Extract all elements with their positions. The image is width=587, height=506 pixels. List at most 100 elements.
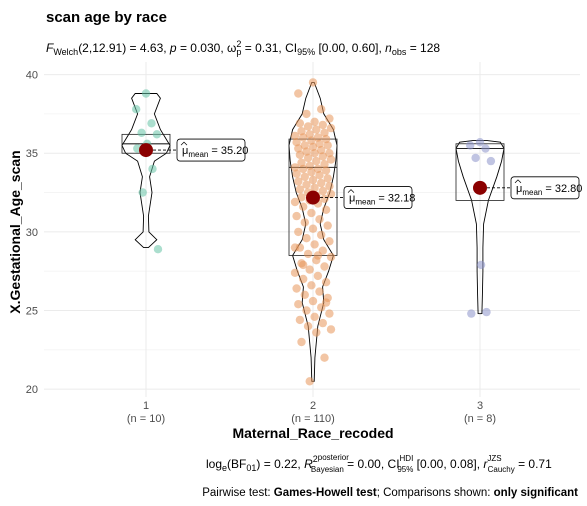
data-point bbox=[305, 130, 314, 139]
data-point bbox=[305, 161, 314, 170]
y-axis-title: X.Gestational_Age_scan bbox=[7, 150, 23, 313]
data-point bbox=[299, 164, 308, 174]
data-point bbox=[303, 322, 313, 331]
data-point bbox=[317, 105, 326, 114]
data-point bbox=[318, 152, 327, 161]
n-label: (n = 8) bbox=[464, 413, 496, 425]
data-point bbox=[307, 167, 316, 177]
data-point bbox=[325, 149, 334, 158]
data-point bbox=[321, 278, 331, 287]
y-tick-label: 30 bbox=[26, 227, 38, 239]
data-point bbox=[467, 309, 476, 318]
data-point bbox=[290, 197, 300, 207]
data-point bbox=[321, 166, 331, 175]
data-point bbox=[308, 142, 318, 152]
bayes-stats: loge(BF01) = 0.22, R2posterior Bayesian =… bbox=[206, 453, 552, 474]
data-point bbox=[290, 131, 300, 141]
data-point bbox=[325, 309, 334, 318]
data-point bbox=[302, 109, 311, 119]
data-point bbox=[318, 120, 327, 130]
n-label: (n = 110) bbox=[291, 413, 335, 425]
data-point bbox=[326, 123, 336, 133]
data-point bbox=[482, 307, 491, 317]
data-point bbox=[325, 114, 334, 123]
n-label: (n = 10) bbox=[127, 413, 165, 425]
data-point bbox=[310, 312, 319, 321]
data-point bbox=[312, 125, 321, 134]
data-point bbox=[300, 172, 309, 181]
data-point bbox=[297, 127, 306, 136]
data-point bbox=[292, 284, 301, 293]
data-point bbox=[317, 230, 326, 240]
data-point bbox=[326, 155, 336, 164]
hat-icon bbox=[514, 179, 522, 184]
data-point bbox=[481, 144, 490, 153]
data-point bbox=[295, 185, 305, 194]
data-point bbox=[475, 138, 485, 147]
data-point bbox=[147, 119, 156, 128]
data-point bbox=[303, 153, 313, 163]
hat-icon bbox=[347, 189, 355, 193]
x-axis: 1(n = 10) 2(n = 110) 3(n = 8) bbox=[127, 400, 496, 425]
data-point bbox=[294, 227, 303, 237]
data-point bbox=[315, 139, 324, 148]
data-point bbox=[308, 175, 318, 185]
data-point bbox=[302, 180, 311, 189]
data-point bbox=[302, 306, 311, 315]
data-point bbox=[326, 189, 336, 199]
data-point bbox=[290, 243, 300, 252]
y-tick-label: 25 bbox=[26, 305, 38, 317]
data-point bbox=[315, 215, 324, 224]
data-point bbox=[320, 194, 329, 203]
data-point bbox=[152, 130, 162, 139]
chart-subtitle: FWelch(2,12.91) = 4.63, p = 0.030, ωp2 =… bbox=[46, 39, 440, 57]
data-point bbox=[310, 240, 319, 249]
data-point bbox=[290, 268, 300, 277]
data-point bbox=[148, 164, 157, 174]
chart-title: scan age by race bbox=[46, 9, 167, 26]
data-point bbox=[317, 145, 326, 155]
mean-markers: μmean = 35.20 μmean = 32.18 μmean = 32.80 bbox=[139, 138, 582, 209]
data-point bbox=[290, 163, 300, 172]
data-point bbox=[326, 252, 336, 262]
data-point bbox=[303, 122, 313, 131]
y-axis: 20 25 30 35 40 bbox=[26, 70, 38, 397]
data-point bbox=[466, 141, 475, 150]
data-point bbox=[305, 377, 314, 386]
data-point bbox=[300, 218, 309, 227]
data-point bbox=[326, 325, 336, 334]
data-point bbox=[323, 141, 332, 150]
data-point bbox=[313, 133, 323, 142]
data-point bbox=[297, 337, 306, 347]
data-point bbox=[141, 89, 151, 98]
data-point bbox=[294, 89, 303, 98]
data-point bbox=[138, 188, 147, 197]
y-tick-label: 40 bbox=[26, 70, 38, 82]
data-point bbox=[299, 274, 308, 284]
x-axis-title: Maternal_Race_recoded bbox=[232, 425, 393, 441]
mean-point-1 bbox=[139, 143, 153, 158]
data-point bbox=[307, 208, 316, 218]
data-point bbox=[292, 138, 301, 147]
data-point bbox=[153, 245, 163, 254]
mean-label: μmean = 35.20 bbox=[182, 145, 248, 159]
data-point bbox=[323, 174, 332, 183]
data-point bbox=[318, 318, 327, 328]
data-point bbox=[299, 260, 308, 270]
data-point bbox=[294, 144, 303, 153]
data-point bbox=[320, 160, 329, 169]
data-point bbox=[305, 265, 314, 274]
data-point bbox=[302, 234, 311, 243]
data-point bbox=[299, 133, 308, 142]
mean-point-2 bbox=[306, 190, 320, 205]
data-point bbox=[321, 134, 331, 144]
data-point bbox=[315, 171, 324, 180]
data-point bbox=[295, 315, 305, 325]
data-point bbox=[308, 78, 318, 87]
x-tick-label: 1 bbox=[143, 400, 149, 412]
data-point bbox=[295, 150, 305, 159]
data-point bbox=[476, 260, 486, 270]
data-point bbox=[320, 128, 329, 137]
mean-label-box bbox=[176, 138, 246, 162]
